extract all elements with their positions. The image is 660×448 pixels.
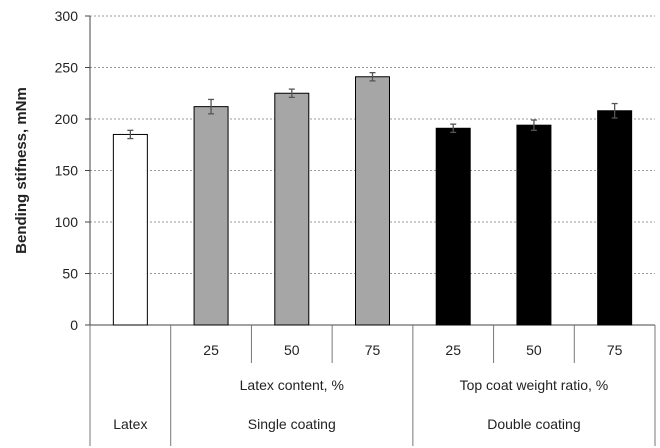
group-label: Latex content, %: [240, 377, 344, 393]
bar: [274, 92, 310, 326]
y-tick-label: 250: [55, 60, 79, 76]
category-label: Single coating: [248, 416, 336, 432]
y-tick-label: 300: [55, 8, 79, 24]
bar: [193, 106, 229, 326]
y-tick-label: 0: [70, 317, 78, 333]
y-tick-label: 150: [55, 163, 79, 179]
bar: [112, 133, 148, 326]
bars: [112, 76, 633, 326]
y-tick-label: 200: [55, 111, 79, 127]
x-tick-label: 75: [607, 342, 623, 358]
category-label: Latex: [113, 416, 147, 432]
bar: [435, 127, 471, 326]
y-axis-label: Bending stifness, mNm: [13, 87, 30, 254]
x-tick-label: 75: [365, 342, 381, 358]
x-tick-label: 25: [445, 342, 461, 358]
bar: [516, 124, 552, 326]
bar: [355, 76, 390, 326]
y-tick-label: 100: [55, 214, 79, 230]
bar: [597, 110, 633, 326]
y-tick-labels: 0 50 100 150 200 250 300: [55, 8, 79, 333]
x-tick-label: 50: [526, 342, 542, 358]
group-label: Top coat weight ratio, %: [460, 377, 609, 393]
x-tick-label: 25: [203, 342, 219, 358]
y-tick-label: 50: [62, 266, 78, 282]
category-label: Double coating: [487, 416, 580, 432]
error-bars: [127, 72, 618, 140]
x-tick-label: 50: [284, 342, 300, 358]
category-table: 25 50 75 25 50 75 Latex content, % Top coat wei…: [89, 325, 656, 446]
